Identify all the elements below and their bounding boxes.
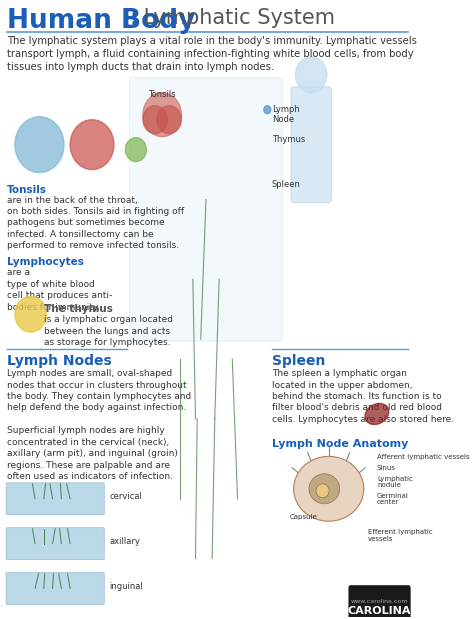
Text: Tonsils: Tonsils xyxy=(7,184,47,194)
Ellipse shape xyxy=(293,456,364,521)
Text: Afferent lymphatic vessels: Afferent lymphatic vessels xyxy=(377,454,470,460)
FancyBboxPatch shape xyxy=(6,483,104,515)
Text: nodule: nodule xyxy=(377,482,401,488)
Circle shape xyxy=(295,57,327,93)
FancyBboxPatch shape xyxy=(6,573,104,605)
Circle shape xyxy=(143,106,167,134)
Text: Human Body: Human Body xyxy=(7,8,195,34)
Text: Lymph nodes are small, oval-shaped
nodes that occur in clusters throughout
the b: Lymph nodes are small, oval-shaped nodes… xyxy=(7,369,191,481)
Circle shape xyxy=(264,106,271,114)
Text: Efferent lymphatic: Efferent lymphatic xyxy=(368,529,433,535)
Text: inguinal: inguinal xyxy=(109,582,143,591)
Text: Germinal: Germinal xyxy=(377,493,409,499)
FancyBboxPatch shape xyxy=(6,527,104,560)
Text: center: center xyxy=(377,499,400,504)
FancyBboxPatch shape xyxy=(130,78,282,341)
Circle shape xyxy=(15,117,64,173)
Ellipse shape xyxy=(316,484,329,498)
Text: The thymus: The thymus xyxy=(44,305,113,314)
Text: The spleen a lymphatic organ
located in the upper abdomen,
behind the stomach. I: The spleen a lymphatic organ located in … xyxy=(272,369,454,424)
Text: CAROLINA: CAROLINA xyxy=(348,607,411,617)
Text: www.carolina.com: www.carolina.com xyxy=(351,599,408,604)
Text: is a lymphatic organ located
between the lungs and acts
as storage for lymphocyt: is a lymphatic organ located between the… xyxy=(44,315,173,347)
Text: Capsule: Capsule xyxy=(289,514,317,520)
Text: Spleen: Spleen xyxy=(272,354,325,368)
Text: Lymphocytes: Lymphocytes xyxy=(7,258,84,267)
Ellipse shape xyxy=(365,404,389,425)
Text: Sinus: Sinus xyxy=(377,465,396,471)
Text: cervical: cervical xyxy=(109,492,143,501)
FancyBboxPatch shape xyxy=(291,87,331,202)
Circle shape xyxy=(157,106,182,134)
Text: are in the back of the throat,
on both sides. Tonsils aid in fighting off
pathog: are in the back of the throat, on both s… xyxy=(7,196,184,250)
Ellipse shape xyxy=(309,474,340,504)
Text: Lymph
Node: Lymph Node xyxy=(272,105,300,124)
Text: vessels: vessels xyxy=(368,535,393,542)
Text: are a
type of white blood
cell that produces anti-
bodies for immunity.: are a type of white blood cell that prod… xyxy=(7,268,112,312)
Text: Lymph Nodes: Lymph Nodes xyxy=(7,354,112,368)
Text: Spleen: Spleen xyxy=(272,180,301,189)
FancyBboxPatch shape xyxy=(349,586,410,619)
Text: axillary: axillary xyxy=(109,537,140,546)
Circle shape xyxy=(143,93,182,137)
Text: Tonsils: Tonsils xyxy=(148,90,176,99)
Circle shape xyxy=(125,137,146,162)
Circle shape xyxy=(15,297,46,332)
Text: The lymphatic system plays a vital role in the body's immunity. Lymphatic vessel: The lymphatic system plays a vital role … xyxy=(7,36,417,72)
Circle shape xyxy=(70,119,114,170)
Text: Lymph Node Anatomy: Lymph Node Anatomy xyxy=(272,439,408,449)
Text: Lymphatic: Lymphatic xyxy=(377,476,413,482)
Text: Thymus: Thymus xyxy=(272,135,305,144)
Text: : Lymphatic System: : Lymphatic System xyxy=(130,8,335,28)
